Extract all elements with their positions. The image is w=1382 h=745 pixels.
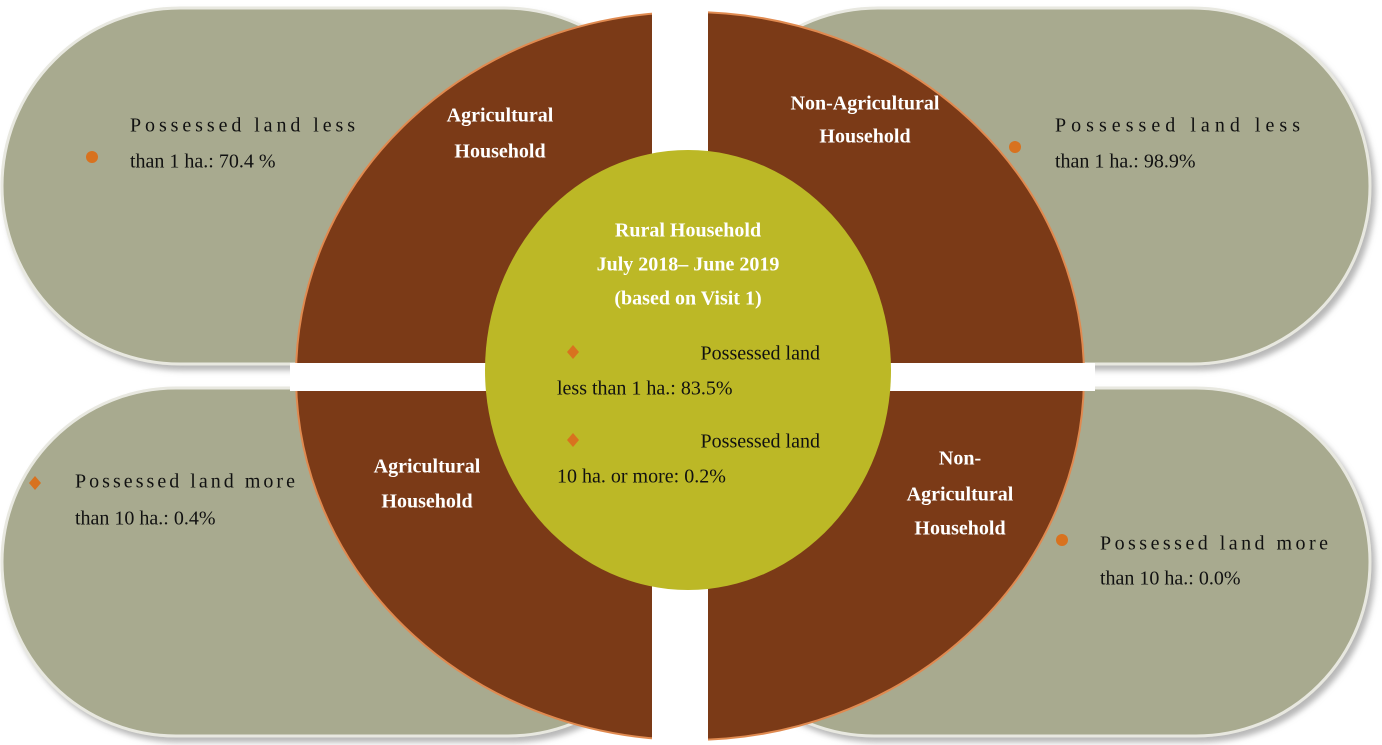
quadrant-label: Household	[819, 126, 910, 148]
bullet	[29, 476, 41, 490]
center-bullet-text: Possessed land	[701, 343, 820, 365]
bullet-text: than 10 ha.: 0.0%	[1100, 568, 1241, 590]
quadrant-label: Non-	[939, 448, 981, 470]
bullet-text: Possessed land more	[75, 471, 295, 493]
bullet	[86, 151, 98, 163]
bullet	[567, 345, 579, 359]
center-bullet-text: 10 ha. or more: 0.2%	[557, 466, 726, 488]
center-title: Rural Household	[615, 220, 761, 242]
center-title: July 2018– June 2019	[597, 254, 780, 276]
bullet	[567, 433, 579, 447]
quadrant-label: Household	[454, 141, 545, 163]
bullet	[1056, 534, 1068, 546]
bullet-text: than 1 ha.: 98.9%	[1055, 151, 1196, 173]
center-bullet-text: less than 1 ha.: 83.5%	[557, 378, 733, 400]
quadrant-label: Non-Agricultural	[791, 93, 940, 115]
quadrant-label: Household	[914, 518, 1005, 540]
center-ellipse	[485, 150, 891, 590]
bullet	[1009, 141, 1021, 153]
quadrant-label: Household	[381, 491, 472, 513]
bullet-text: than 1 ha.: 70.4 %	[130, 151, 276, 173]
bullet-text: Possessed land more	[1100, 533, 1328, 555]
center-bullet-text: Possessed land	[701, 431, 820, 453]
quadrant-label: Agricultural	[447, 105, 554, 127]
quadrant-label: Agricultural	[374, 456, 481, 478]
center-title: (based on Visit 1)	[614, 288, 761, 310]
bullet-text: than 10 ha.: 0.4%	[75, 508, 216, 530]
quadrant-label: Agricultural	[907, 484, 1014, 506]
